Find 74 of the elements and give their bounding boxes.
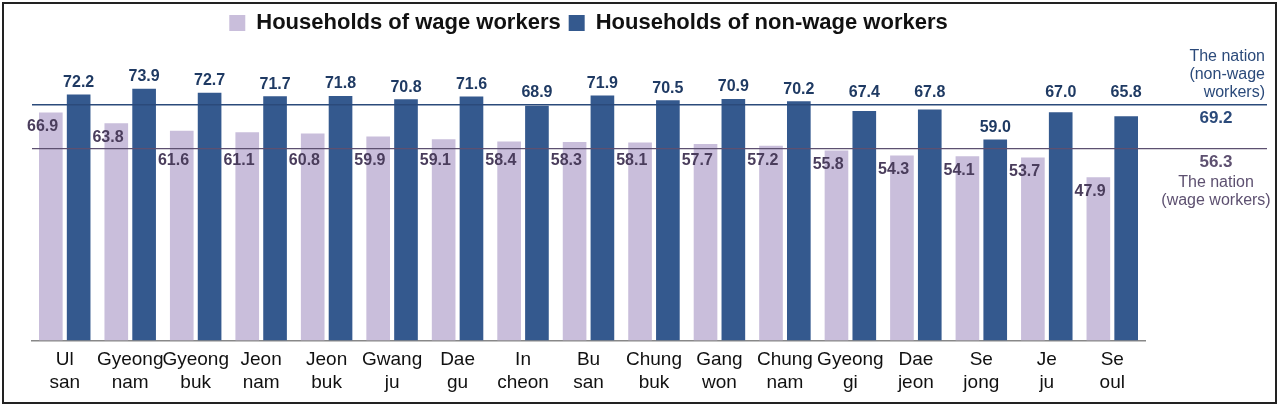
data-label: 67.8	[914, 83, 946, 101]
data-label: 73.9	[128, 67, 160, 85]
bar	[263, 96, 287, 341]
x-tick-label: Gwang ju	[361, 348, 423, 392]
data-label: 58.4	[485, 151, 517, 169]
x-tick-label: Ul san	[49, 348, 81, 392]
bar	[1114, 116, 1138, 341]
x-tick-label: Se oul	[1099, 348, 1125, 392]
data-label: 66.9	[26, 117, 59, 135]
bar	[525, 105, 549, 341]
x-tick-label: Bu san	[573, 348, 604, 392]
bar	[656, 100, 680, 341]
data-label: 57.7	[681, 151, 713, 169]
bar	[394, 99, 418, 341]
data-label: 58.3	[550, 151, 582, 169]
data-label: 59.9	[354, 151, 386, 169]
x-tick-label: Jeon buk	[306, 348, 348, 392]
bar	[328, 95, 353, 341]
data-label: 63.8	[92, 127, 124, 145]
data-label: 70.8	[390, 77, 422, 95]
ref-line-label: The nation (wage workers)	[1161, 173, 1271, 209]
bar	[197, 92, 222, 341]
bar	[917, 109, 942, 341]
data-label: 70.2	[783, 79, 815, 97]
data-label: 53.7	[1009, 161, 1041, 179]
x-tick-label: Je ju	[1036, 348, 1057, 392]
bar	[1048, 112, 1073, 341]
bar	[459, 96, 484, 341]
data-label: 71.6	[455, 75, 488, 93]
bar	[787, 101, 811, 341]
x-tick-label: Gang won	[696, 348, 743, 392]
data-label: 67.4	[848, 83, 880, 101]
data-label: 72.2	[63, 72, 95, 90]
data-label: 70.9	[717, 77, 750, 95]
data-label: 67.0	[1045, 83, 1077, 101]
ref-line-label: The nation (non-wage workers)	[1189, 47, 1266, 101]
x-tick-label: Se jong	[962, 348, 1000, 392]
x-tick-label: Chung buk	[625, 348, 682, 392]
data-label: 54.1	[943, 160, 975, 178]
data-label: 61.1	[223, 151, 255, 169]
bar	[66, 94, 91, 341]
bar	[852, 110, 877, 341]
annotation: 56.3	[1199, 151, 1233, 171]
data-label: 58.1	[616, 151, 648, 169]
data-label: 59.1	[419, 151, 452, 169]
data-label: 71.7	[259, 74, 291, 92]
data-label: 60.8	[288, 151, 321, 169]
bar	[590, 95, 615, 341]
x-tick-label: Dae gu	[440, 348, 475, 392]
x-tick-label: Dae jeon	[896, 348, 934, 392]
x-tick-label: Gyeong gi	[817, 348, 884, 392]
data-label: 72.7	[194, 71, 226, 89]
x-tick-label: Chung nam	[756, 348, 813, 392]
data-label: 57.2	[747, 151, 779, 169]
legend-label: Households of non-wage workers	[595, 9, 948, 35]
data-label: 65.8	[1110, 83, 1142, 101]
bar	[721, 98, 746, 341]
x-tick-label: Gyeong nam	[96, 348, 164, 392]
x-tick-label: Jeon nam	[240, 348, 282, 392]
data-label: 61.6	[157, 151, 190, 169]
data-label: 54.3	[878, 159, 910, 177]
data-label: 55.8	[812, 154, 844, 172]
x-tick-label: Gyeong buk	[162, 348, 229, 392]
data-label: 68.9	[521, 83, 553, 101]
x-tick-label: In cheon	[497, 348, 549, 392]
data-label: 47.9	[1074, 181, 1106, 199]
legend-label: Households of wage workers	[256, 9, 561, 35]
annotation: 69.2	[1199, 107, 1233, 127]
data-label: 70.5	[652, 78, 684, 96]
data-label: 59.0	[979, 117, 1011, 135]
data-label: 71.9	[586, 73, 619, 91]
bar	[983, 139, 1008, 341]
data-label: 71.8	[324, 74, 357, 92]
bar	[132, 88, 156, 341]
